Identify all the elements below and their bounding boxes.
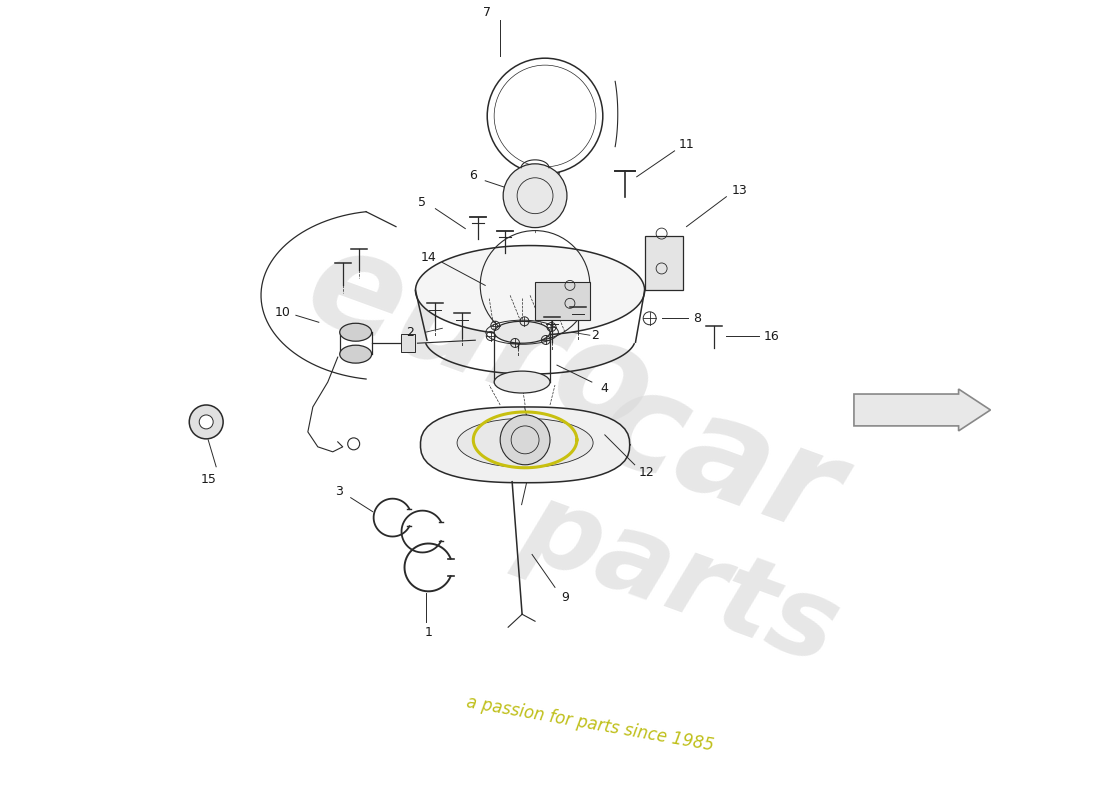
Text: 4: 4 <box>600 382 608 394</box>
Text: 6: 6 <box>470 170 477 182</box>
Ellipse shape <box>340 345 372 363</box>
Text: 12: 12 <box>639 466 654 479</box>
Text: 16: 16 <box>763 330 779 342</box>
Text: 9: 9 <box>561 591 569 604</box>
Text: car: car <box>582 354 857 565</box>
Text: 8: 8 <box>693 312 702 325</box>
Text: 3: 3 <box>334 485 343 498</box>
Ellipse shape <box>494 371 550 393</box>
Text: 5: 5 <box>418 196 427 209</box>
Text: 2: 2 <box>407 326 415 338</box>
Ellipse shape <box>416 246 645 335</box>
Bar <box>400 334 416 352</box>
Text: 14: 14 <box>420 251 437 264</box>
Text: 2: 2 <box>591 329 598 342</box>
Text: 1: 1 <box>425 626 432 638</box>
Circle shape <box>189 405 223 439</box>
Ellipse shape <box>494 322 550 343</box>
Text: a passion for parts since 1985: a passion for parts since 1985 <box>464 694 715 754</box>
Text: 15: 15 <box>200 474 216 486</box>
Ellipse shape <box>340 323 372 342</box>
FancyArrow shape <box>854 389 990 431</box>
Bar <box>535 282 590 320</box>
Bar <box>645 235 682 290</box>
Text: parts: parts <box>507 473 852 686</box>
Text: 10: 10 <box>275 306 290 319</box>
Circle shape <box>500 415 550 465</box>
Ellipse shape <box>458 418 593 467</box>
Circle shape <box>199 415 213 429</box>
Text: 11: 11 <box>679 138 694 151</box>
Text: 13: 13 <box>732 184 747 198</box>
Polygon shape <box>420 407 629 482</box>
Text: 7: 7 <box>483 6 492 19</box>
Circle shape <box>503 164 566 228</box>
Text: euro: euro <box>289 216 671 465</box>
